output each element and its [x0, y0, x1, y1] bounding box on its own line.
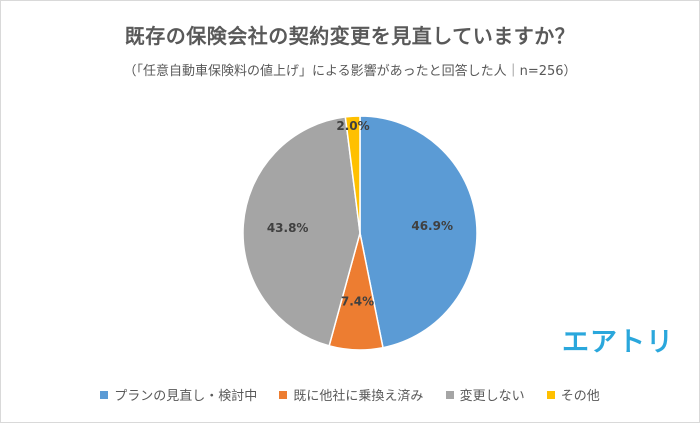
- chart-legend: プランの見直し・検討中 既に他社に乗換え済み 変更しない その他: [0, 385, 700, 404]
- legend-label: 既に他社に乗換え済み: [293, 389, 424, 404]
- pie-labels: 46.9% 7.4% 43.8% 2.0%: [267, 119, 453, 308]
- legend-item-other: その他: [546, 385, 600, 404]
- legend-label: 変更しない: [459, 389, 525, 404]
- legend-swatch: [100, 391, 109, 399]
- legend-label: プランの見直し・検討中: [114, 389, 258, 404]
- chart-subtitle: （「任意自動車保険料の値上げ」による影響があったと回答した人｜n=256）: [123, 64, 577, 79]
- legend-swatch: [445, 391, 454, 399]
- legend-item-switched: 既に他社に乗換え済み: [279, 385, 423, 404]
- slice-plan-review: [359, 115, 478, 349]
- legend-item-plan-review: プランの見直し・検討中: [100, 385, 257, 404]
- chart-title: 既存の保険会社の契約変更を見直していますか？: [124, 24, 576, 48]
- airtrip-logo: エアトリ: [562, 327, 674, 358]
- data-label: 2.0%: [336, 119, 369, 133]
- legend-swatch: [546, 391, 555, 399]
- data-label: 46.9%: [411, 219, 453, 233]
- pie-slices: [242, 115, 478, 351]
- legend-label: その他: [560, 389, 600, 404]
- slice-other: [344, 115, 361, 234]
- legend-item-no-change: 変更しない: [445, 385, 525, 404]
- legend-swatch: [279, 391, 288, 399]
- data-label: 7.4%: [341, 294, 374, 308]
- data-label: 43.8%: [267, 221, 309, 235]
- slice-no-change: [242, 116, 361, 347]
